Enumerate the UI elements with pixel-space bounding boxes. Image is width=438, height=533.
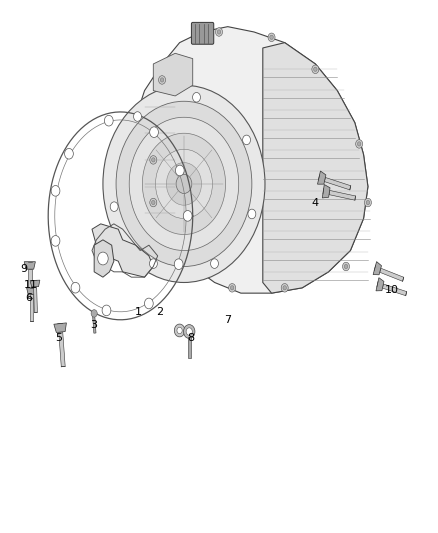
Circle shape	[356, 140, 363, 148]
Circle shape	[98, 252, 108, 265]
Circle shape	[91, 310, 97, 317]
Circle shape	[155, 149, 212, 219]
Circle shape	[176, 174, 192, 193]
Circle shape	[150, 127, 159, 138]
Text: 10: 10	[385, 286, 399, 295]
Polygon shape	[27, 288, 36, 294]
Circle shape	[110, 202, 118, 212]
Polygon shape	[28, 269, 32, 298]
Polygon shape	[376, 278, 384, 291]
Polygon shape	[24, 262, 35, 269]
Circle shape	[366, 200, 370, 205]
Circle shape	[343, 262, 350, 271]
Circle shape	[248, 209, 256, 219]
Text: 2: 2	[156, 307, 163, 317]
Circle shape	[243, 135, 251, 144]
Polygon shape	[59, 332, 65, 367]
Circle shape	[152, 158, 155, 162]
Circle shape	[193, 93, 201, 102]
Circle shape	[104, 115, 113, 126]
Polygon shape	[325, 177, 351, 190]
Text: 7: 7	[224, 315, 231, 325]
Circle shape	[217, 30, 221, 34]
Circle shape	[268, 33, 275, 42]
Polygon shape	[187, 337, 191, 358]
Circle shape	[129, 117, 239, 251]
Polygon shape	[30, 280, 40, 287]
Circle shape	[211, 259, 219, 269]
Polygon shape	[263, 43, 368, 293]
Circle shape	[183, 211, 192, 221]
Circle shape	[159, 76, 166, 84]
Text: 6: 6	[25, 294, 32, 303]
Polygon shape	[131, 27, 368, 293]
Circle shape	[174, 324, 185, 337]
FancyBboxPatch shape	[191, 22, 214, 44]
Text: 1: 1	[134, 307, 141, 317]
Circle shape	[174, 259, 183, 270]
Circle shape	[281, 284, 288, 292]
Circle shape	[160, 78, 164, 82]
Circle shape	[142, 133, 226, 235]
Text: 8: 8	[187, 334, 194, 343]
Polygon shape	[34, 287, 37, 312]
Polygon shape	[322, 184, 330, 198]
Circle shape	[215, 28, 223, 36]
Circle shape	[177, 327, 182, 334]
Circle shape	[51, 185, 60, 196]
Circle shape	[51, 236, 60, 246]
Text: 5: 5	[56, 334, 63, 343]
Text: 4: 4	[312, 198, 319, 207]
Circle shape	[184, 325, 195, 338]
Circle shape	[149, 259, 157, 269]
Circle shape	[116, 101, 252, 266]
Circle shape	[71, 282, 80, 293]
Polygon shape	[92, 312, 96, 333]
Circle shape	[134, 112, 141, 122]
Circle shape	[314, 67, 317, 71]
Circle shape	[230, 286, 234, 290]
Circle shape	[64, 148, 73, 159]
Polygon shape	[30, 294, 33, 321]
Circle shape	[270, 35, 273, 39]
Polygon shape	[153, 53, 193, 96]
Circle shape	[186, 328, 192, 335]
Polygon shape	[329, 190, 356, 200]
Polygon shape	[380, 268, 404, 281]
Polygon shape	[94, 240, 114, 277]
Circle shape	[357, 142, 361, 146]
Polygon shape	[92, 224, 153, 277]
Circle shape	[364, 198, 371, 207]
Circle shape	[145, 298, 153, 309]
Text: 3: 3	[91, 320, 98, 330]
Circle shape	[344, 264, 348, 269]
Circle shape	[102, 305, 111, 316]
Circle shape	[283, 286, 286, 290]
Polygon shape	[318, 171, 326, 184]
Circle shape	[175, 165, 184, 176]
Text: 9: 9	[21, 264, 28, 274]
Polygon shape	[54, 323, 67, 333]
Circle shape	[150, 156, 157, 164]
Circle shape	[312, 65, 319, 74]
Circle shape	[166, 163, 201, 205]
Circle shape	[150, 198, 157, 207]
Circle shape	[103, 85, 265, 282]
Polygon shape	[382, 284, 406, 296]
Circle shape	[229, 284, 236, 292]
Text: 11: 11	[24, 280, 38, 290]
Polygon shape	[373, 262, 381, 275]
Circle shape	[152, 200, 155, 205]
